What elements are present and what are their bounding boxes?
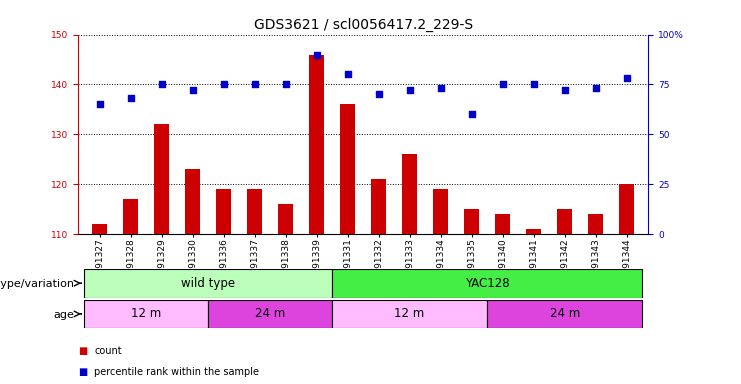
Point: [279, 81, 291, 88]
Bar: [309, 55, 325, 234]
Title: GDS3621 / scl0056417.2_229-S: GDS3621 / scl0056417.2_229-S: [253, 18, 473, 32]
Point: [373, 91, 385, 98]
Bar: [84, 269, 332, 298]
Text: 24 m: 24 m: [550, 308, 579, 320]
Point: [559, 88, 571, 94]
Bar: [123, 199, 139, 234]
Bar: [370, 179, 386, 234]
Text: age: age: [53, 310, 74, 320]
Point: [93, 101, 105, 108]
Bar: [433, 189, 448, 234]
Text: genotype/variation: genotype/variation: [0, 279, 74, 289]
Bar: [619, 184, 634, 234]
Bar: [526, 229, 542, 234]
Point: [465, 111, 477, 118]
Bar: [464, 209, 479, 234]
Text: 12 m: 12 m: [394, 308, 425, 320]
Point: [124, 95, 136, 101]
Point: [590, 85, 602, 91]
Bar: [495, 214, 511, 234]
Point: [310, 51, 322, 58]
Text: ■: ■: [78, 346, 87, 356]
Bar: [208, 300, 332, 328]
Text: percentile rank within the sample: percentile rank within the sample: [94, 367, 259, 377]
Bar: [487, 300, 642, 328]
Point: [156, 81, 167, 88]
Bar: [340, 104, 356, 234]
Point: [496, 81, 508, 88]
Bar: [278, 204, 293, 234]
Point: [249, 81, 261, 88]
Bar: [216, 189, 231, 234]
Bar: [332, 300, 487, 328]
Bar: [154, 124, 169, 234]
Bar: [588, 214, 603, 234]
Point: [342, 71, 353, 78]
Bar: [84, 300, 208, 328]
Text: 12 m: 12 m: [131, 308, 161, 320]
Text: count: count: [94, 346, 122, 356]
Text: YAC128: YAC128: [465, 277, 510, 290]
Bar: [557, 209, 572, 234]
Point: [404, 88, 416, 94]
Bar: [92, 224, 107, 234]
Bar: [332, 269, 642, 298]
Point: [621, 75, 633, 81]
Point: [218, 81, 230, 88]
Point: [528, 81, 539, 88]
Bar: [185, 169, 200, 234]
Point: [187, 88, 199, 94]
Text: ■: ■: [78, 367, 87, 377]
Point: [435, 85, 447, 91]
Bar: [247, 189, 262, 234]
Text: 24 m: 24 m: [255, 308, 285, 320]
Text: wild type: wild type: [181, 277, 235, 290]
Bar: [402, 154, 417, 234]
